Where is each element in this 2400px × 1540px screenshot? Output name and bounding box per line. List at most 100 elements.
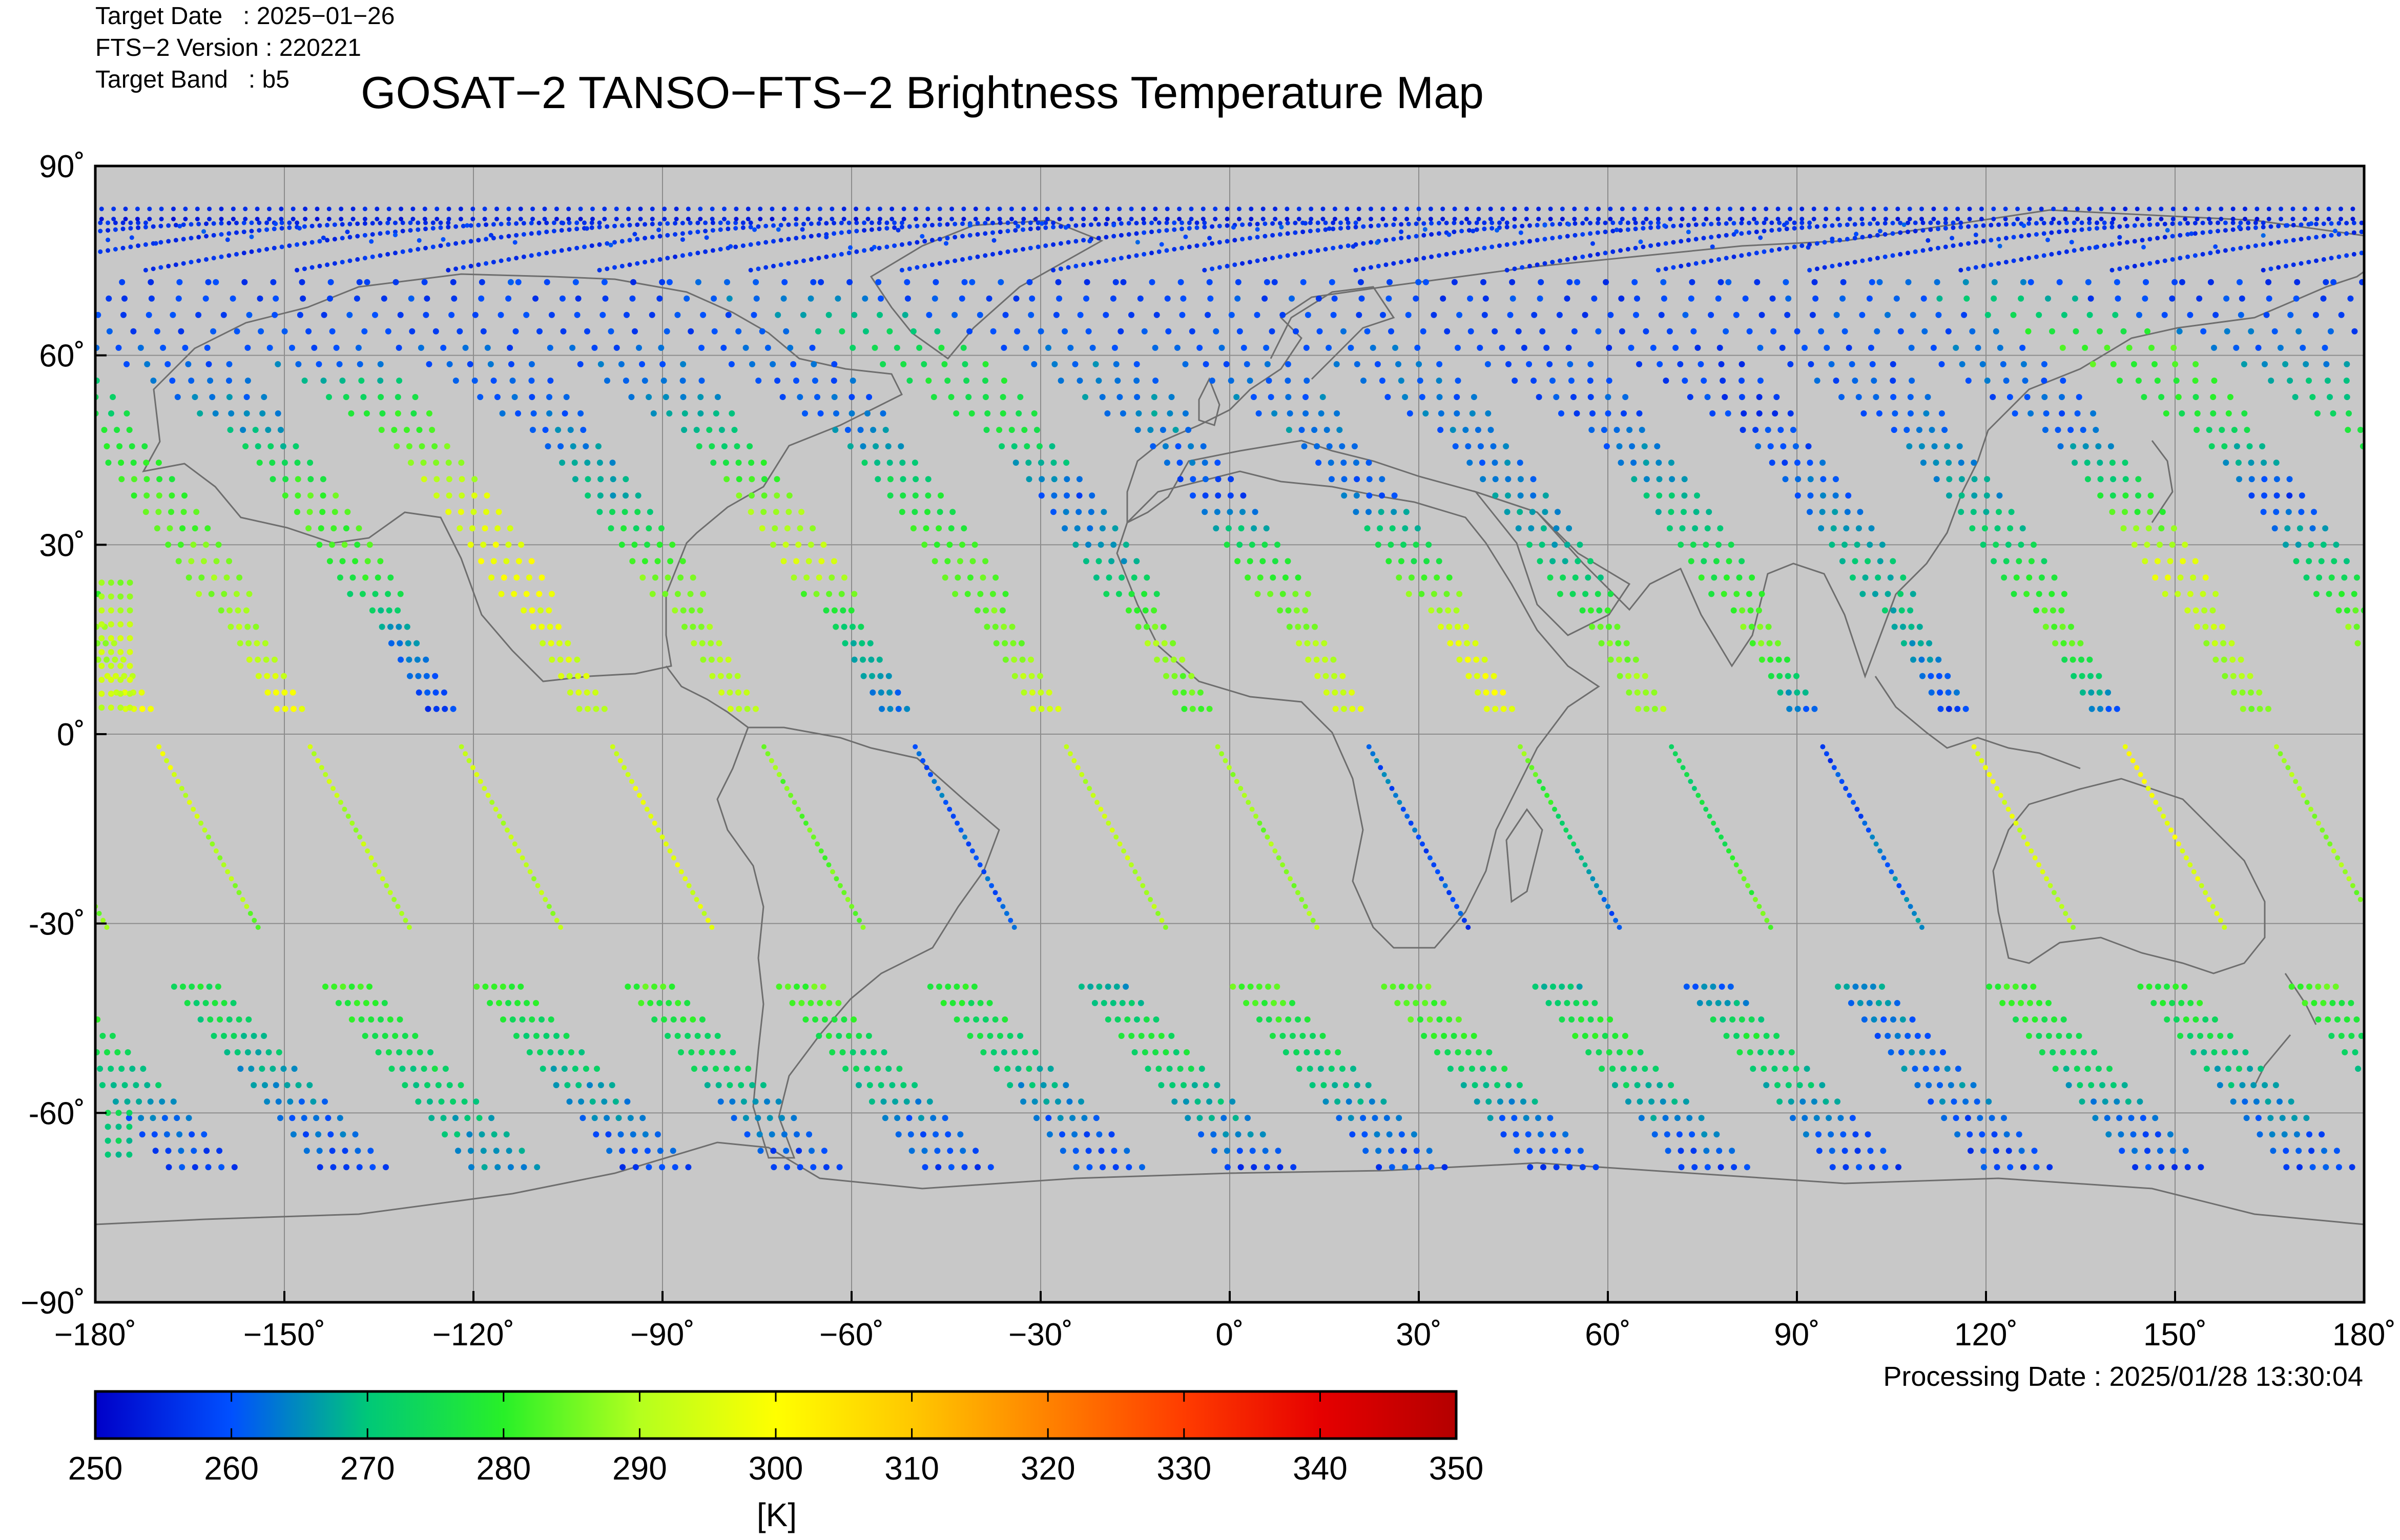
- bt-point: [584, 460, 591, 466]
- bt-point: [1206, 705, 1213, 712]
- bt-point: [1133, 361, 1140, 367]
- bt-point: [1535, 1115, 1541, 1121]
- bt-point: [98, 249, 103, 254]
- bt-point: [270, 1066, 276, 1072]
- bt-point: [1096, 983, 1103, 990]
- bt-point: [509, 378, 516, 384]
- bt-point: [1485, 1098, 1492, 1105]
- bt-point: [996, 427, 1003, 433]
- bt-point: [2299, 492, 2305, 499]
- bt-point: [1214, 509, 1220, 515]
- bt-point: [1552, 1148, 1559, 1154]
- bt-point: [1406, 410, 1413, 417]
- bt-point: [2185, 232, 2190, 237]
- bt-point: [968, 410, 975, 417]
- bt-point: [1045, 206, 1050, 212]
- bt-point: [1106, 574, 1112, 581]
- bt-point: [2271, 328, 2278, 335]
- bt-point: [786, 492, 793, 499]
- bt-point: [1843, 786, 1849, 791]
- bt-point: [2200, 591, 2206, 597]
- bt-point: [1033, 1115, 1040, 1121]
- bt-point: [1187, 226, 1192, 231]
- bt-point: [2301, 793, 2306, 798]
- bt-point: [920, 234, 925, 239]
- bt-point: [1416, 361, 1422, 367]
- bt-point: [2303, 1115, 2310, 1121]
- bt-point: [2080, 1049, 2087, 1055]
- bt-point: [143, 220, 148, 225]
- bt-point: [1384, 394, 1391, 400]
- bt-point: [776, 772, 782, 777]
- bt-point: [748, 509, 754, 515]
- bt-point: [899, 267, 904, 273]
- bt-point: [928, 772, 933, 777]
- bt-point: [1492, 476, 1499, 483]
- bt-point: [135, 217, 140, 221]
- bt-point: [1356, 217, 1361, 221]
- bt-point: [656, 227, 661, 233]
- bt-point: [1913, 228, 1918, 234]
- bt-point: [749, 1082, 756, 1089]
- bt-point: [1686, 262, 1691, 267]
- bt-point: [2095, 1066, 2102, 1072]
- bt-point: [1066, 240, 1071, 245]
- bt-point: [2079, 1098, 2085, 1105]
- bt-point: [1527, 1164, 1534, 1171]
- bt-point: [969, 279, 976, 285]
- bt-point: [1385, 779, 1391, 784]
- bt-point: [1910, 311, 1916, 318]
- bt-point: [1898, 607, 1905, 614]
- bt-point: [2109, 242, 2115, 247]
- bt-point: [602, 206, 607, 212]
- bt-point: [1505, 492, 1511, 499]
- bt-point: [2170, 206, 2176, 212]
- bt-point: [2045, 1000, 2052, 1006]
- bt-point: [344, 509, 351, 515]
- bt-point: [2011, 221, 2016, 226]
- bt-point: [1710, 1016, 1716, 1023]
- bt-point: [2326, 217, 2331, 221]
- bt-point: [2059, 410, 2065, 417]
- bt-point: [1601, 427, 1607, 433]
- bt-point: [840, 607, 846, 614]
- bt-point: [1769, 228, 1774, 233]
- bt-point: [2046, 1164, 2053, 1171]
- bt-point: [108, 579, 114, 586]
- bt-point: [2312, 814, 2318, 819]
- bt-point: [1361, 224, 1366, 229]
- bt-point: [1422, 227, 1427, 232]
- bt-point: [1608, 217, 1613, 221]
- bt-point: [173, 238, 178, 243]
- bt-point: [1692, 217, 1696, 221]
- bt-point: [1766, 640, 1773, 647]
- bt-point: [2299, 261, 2304, 266]
- bt-point: [700, 591, 707, 597]
- bt-point: [1829, 1148, 1835, 1154]
- bt-point: [1703, 542, 1709, 548]
- bt-point: [2185, 254, 2190, 259]
- bt-point: [423, 245, 428, 251]
- bt-point: [2028, 558, 2035, 565]
- bt-point: [1907, 607, 1914, 614]
- bt-point: [1585, 1049, 1592, 1055]
- bt-point: [1873, 394, 1879, 400]
- bt-point: [1979, 361, 1986, 367]
- bt-point: [196, 221, 201, 226]
- bt-point: [2064, 220, 2069, 225]
- bt-point: [593, 1131, 599, 1138]
- bt-point: [1772, 410, 1778, 417]
- bt-point: [740, 220, 746, 225]
- bt-point: [872, 344, 878, 351]
- bt-point: [619, 223, 625, 228]
- bt-point: [165, 542, 172, 548]
- bt-point: [947, 806, 953, 812]
- bt-point: [180, 509, 187, 515]
- bt-point: [2328, 1033, 2335, 1039]
- bt-point: [2077, 1082, 2083, 1089]
- bt-point: [1230, 772, 1236, 777]
- bt-point: [2008, 509, 2015, 515]
- bt-point: [348, 1016, 355, 1023]
- bt-point: [1928, 247, 1933, 252]
- bt-point: [1943, 206, 1948, 212]
